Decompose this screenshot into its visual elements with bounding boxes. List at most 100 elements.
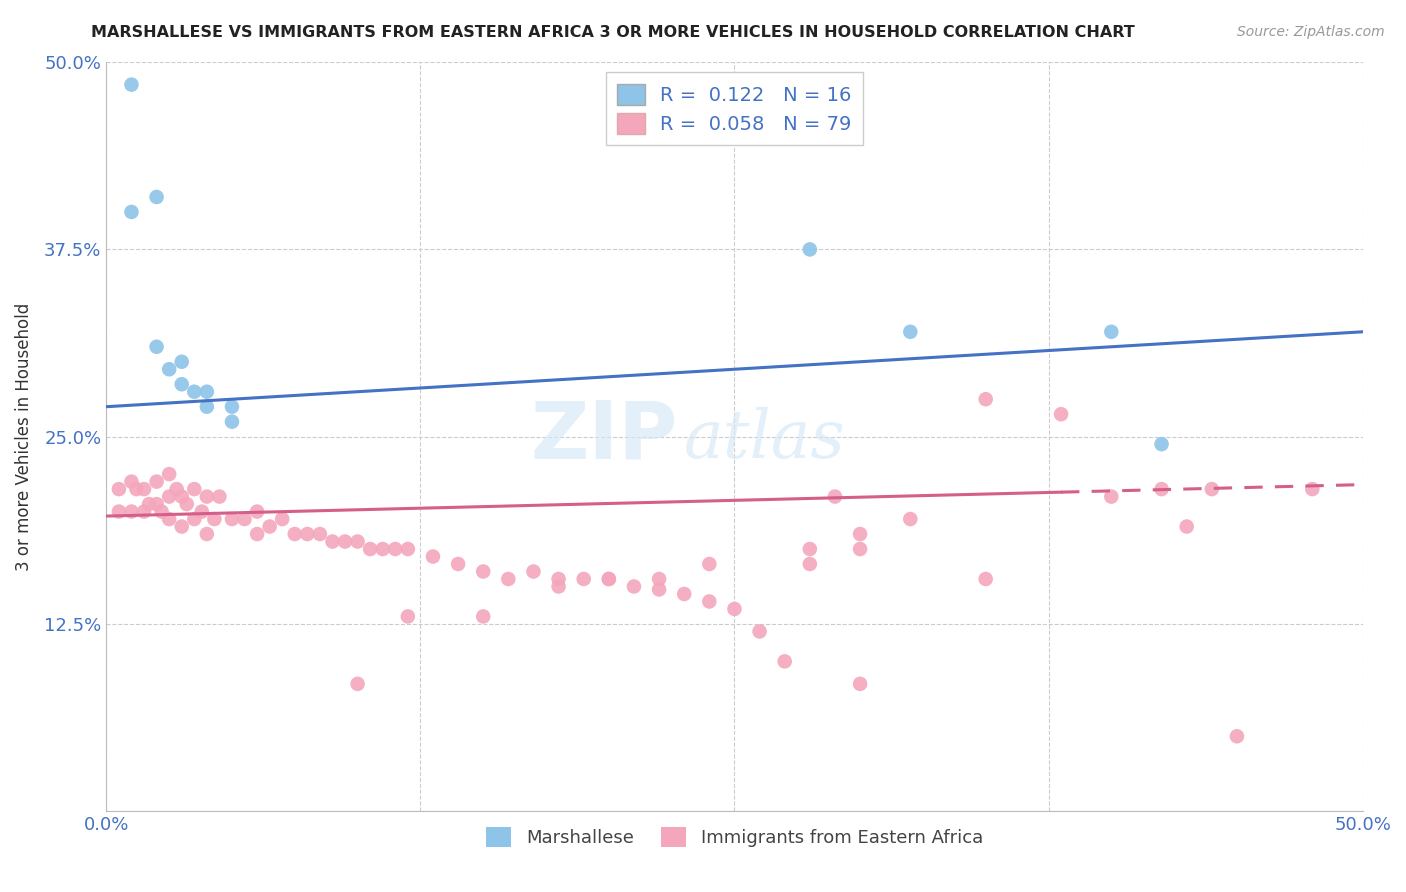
Point — [195, 490, 218, 504]
Point — [1150, 482, 1173, 496]
Point — [271, 512, 294, 526]
Point — [974, 572, 997, 586]
Point — [396, 541, 419, 556]
Point — [498, 572, 520, 586]
Legend: Marshallese, Immigrants from Eastern Africa: Marshallese, Immigrants from Eastern Afr… — [479, 821, 990, 855]
Point — [898, 325, 921, 339]
Point — [371, 541, 394, 556]
Point — [121, 78, 143, 92]
Text: ZIP: ZIP — [530, 398, 678, 475]
Point — [799, 243, 821, 257]
Point — [121, 505, 143, 519]
Point — [773, 654, 796, 668]
Point — [166, 482, 188, 496]
Point — [191, 505, 214, 519]
Point — [384, 541, 406, 556]
Point — [396, 609, 419, 624]
Point — [132, 505, 155, 519]
Point — [195, 384, 218, 399]
Point — [699, 557, 721, 571]
Point — [623, 579, 645, 593]
Point — [1099, 325, 1122, 339]
Point — [974, 392, 997, 407]
Point — [108, 482, 131, 496]
Point — [202, 512, 225, 526]
Point — [572, 572, 595, 586]
Point — [422, 549, 444, 564]
Text: Source: ZipAtlas.com: Source: ZipAtlas.com — [1237, 25, 1385, 39]
Point — [522, 565, 544, 579]
Point — [447, 557, 470, 571]
Point — [748, 624, 770, 639]
Point — [849, 677, 872, 691]
Point — [145, 340, 167, 354]
Point — [221, 400, 243, 414]
Point — [183, 384, 205, 399]
Point — [183, 482, 205, 496]
Point — [259, 519, 281, 533]
Point — [183, 512, 205, 526]
Point — [723, 602, 745, 616]
Point — [547, 579, 569, 593]
Point — [195, 400, 218, 414]
Point — [547, 572, 569, 586]
Point — [157, 362, 180, 376]
Point — [170, 490, 193, 504]
Point — [898, 512, 921, 526]
Point — [145, 190, 167, 204]
Point — [799, 541, 821, 556]
Point — [598, 572, 620, 586]
Point — [125, 482, 148, 496]
Point — [1175, 519, 1198, 533]
Point — [221, 415, 243, 429]
Point — [472, 609, 495, 624]
Text: MARSHALLESE VS IMMIGRANTS FROM EASTERN AFRICA 3 OR MORE VEHICLES IN HOUSEHOLD CO: MARSHALLESE VS IMMIGRANTS FROM EASTERN A… — [91, 25, 1135, 40]
Point — [132, 482, 155, 496]
Point — [246, 527, 269, 541]
Point — [1150, 437, 1173, 451]
Point — [176, 497, 198, 511]
Point — [333, 534, 356, 549]
Point — [157, 467, 180, 482]
Point — [359, 541, 381, 556]
Point — [297, 527, 319, 541]
Y-axis label: 3 or more Vehicles in Household: 3 or more Vehicles in Household — [15, 302, 32, 571]
Point — [170, 377, 193, 392]
Point — [145, 475, 167, 489]
Point — [208, 490, 231, 504]
Point — [673, 587, 696, 601]
Point — [309, 527, 332, 541]
Point — [246, 505, 269, 519]
Point — [824, 490, 846, 504]
Point — [157, 490, 180, 504]
Point — [648, 572, 671, 586]
Text: atlas: atlas — [685, 407, 846, 472]
Point — [284, 527, 307, 541]
Point — [233, 512, 256, 526]
Point — [195, 527, 218, 541]
Point — [145, 497, 167, 511]
Point — [170, 355, 193, 369]
Point — [849, 541, 872, 556]
Point — [346, 534, 368, 549]
Point — [150, 505, 173, 519]
Point — [1226, 729, 1249, 743]
Point — [170, 519, 193, 533]
Point — [108, 505, 131, 519]
Point — [346, 677, 368, 691]
Point — [1301, 482, 1323, 496]
Point — [1099, 490, 1122, 504]
Point — [1201, 482, 1223, 496]
Point — [648, 582, 671, 597]
Point — [157, 512, 180, 526]
Point — [1050, 407, 1073, 421]
Point — [472, 565, 495, 579]
Point — [138, 497, 160, 511]
Point — [321, 534, 343, 549]
Point — [221, 512, 243, 526]
Point — [121, 475, 143, 489]
Point — [799, 557, 821, 571]
Point — [699, 594, 721, 608]
Point — [598, 572, 620, 586]
Point — [849, 527, 872, 541]
